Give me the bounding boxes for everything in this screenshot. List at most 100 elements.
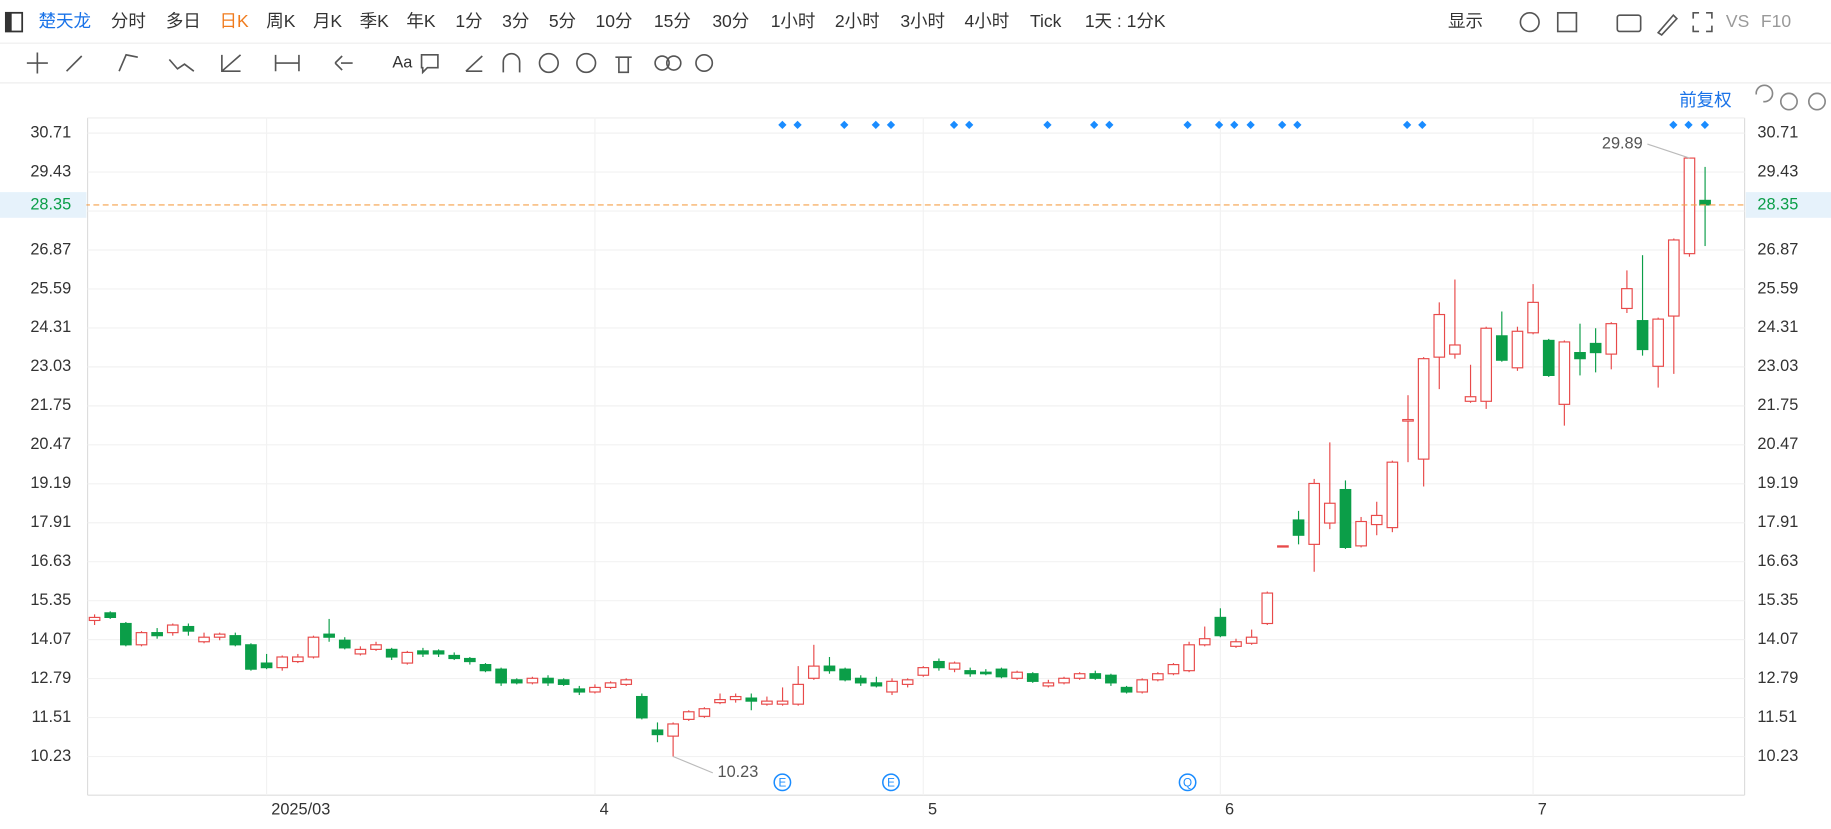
lock-tool[interactable] [538,52,559,74]
poly-tool[interactable] [118,53,138,72]
y-tick-label: 15.35 [30,591,71,609]
period-tab[interactable]: 2小时 [835,11,880,31]
candle-body [886,680,898,693]
y-tick-label-right: 19.19 [1757,474,1798,492]
compare-tool[interactable] [654,55,670,71]
candle-body [1026,673,1039,682]
y-tick-label-right: 24.31 [1757,318,1798,336]
y-tick-label-right: 11.51 [1757,708,1797,726]
extreme-leader [672,755,714,774]
adjust[interactable]: 前复权 [1679,90,1731,110]
candle-body [88,616,101,622]
line-tool[interactable] [65,55,83,72]
delete-tool[interactable] [615,56,632,74]
candle-body [151,632,163,637]
zoom-out[interactable] [1779,92,1798,111]
y-tick-label: 16.63 [30,552,71,570]
y-tick-label: 19.19 [30,474,71,492]
candle-body [1527,301,1539,334]
period-tab[interactable]: 1分 [455,11,482,31]
layout-icon[interactable] [1556,11,1578,33]
candle-body [464,657,476,663]
text-tool[interactable]: Aa [392,53,413,71]
period-tab[interactable]: 4小时 [965,11,1010,31]
settings-tool[interactable] [695,54,714,73]
settings-icon[interactable] [1519,11,1540,33]
y-tick-label: 10.23 [30,747,71,765]
display[interactable]: 显示 [1448,11,1483,31]
event-diamond [965,120,974,130]
camera-icon[interactable] [1616,14,1642,33]
candle-body [495,668,507,684]
candle-body [1589,342,1602,354]
reset-icon[interactable] [1755,84,1774,103]
period-tab[interactable]: 30分 [712,11,749,31]
candle-body [1355,520,1367,547]
period-tab[interactable]: 年K [406,11,435,31]
candle-body [1449,344,1461,355]
candle-body [1574,352,1586,360]
last-price-box [0,192,87,218]
candle-body [260,662,273,669]
period-tab[interactable]: 季K [360,11,389,31]
period-tab[interactable]: 10分 [596,11,633,31]
candle-body [1542,339,1555,377]
event-diamond [1183,120,1192,130]
candle-body [1636,320,1649,351]
measure-tool[interactable] [274,54,300,72]
period-tab[interactable]: 3小时 [900,11,945,31]
candle-body [604,682,617,689]
interval[interactable]: 1天 : 1分K [1085,11,1166,31]
move-tool[interactable] [26,52,48,74]
y-tick-label: 23.03 [30,357,71,375]
candle-body [807,665,820,679]
note-tool[interactable] [420,54,439,75]
wave-tool[interactable] [168,58,195,72]
candle-body [370,644,382,650]
y-tick-label-right: 26.87 [1757,240,1798,258]
angle-tool[interactable] [465,55,483,73]
period-tab[interactable]: 月K [313,11,342,31]
pen-icon[interactable] [1656,13,1678,37]
fullscreen-icon[interactable] [1692,11,1713,33]
y-tick-label-right: 21.75 [1757,396,1798,414]
period-tab[interactable]: 分时 [111,11,146,31]
fib-tool[interactable] [221,54,242,73]
compare-tool-2[interactable] [665,55,682,71]
candle-body [620,679,633,685]
zoom-in[interactable] [1807,92,1826,111]
period-tab[interactable]: 15分 [654,11,691,31]
magnet-tool[interactable] [502,52,521,73]
y-tick-label: 25.59 [30,279,71,297]
y-tick-label: 30.71 [30,123,71,141]
event-label: E [887,777,895,790]
y-tick-label-right: 15.35 [1757,591,1798,609]
period-tab[interactable]: 周K [266,11,295,31]
period-tab[interactable]: 5分 [549,11,576,31]
compare[interactable]: VS [1726,11,1749,31]
period-tab[interactable]: 多日 [166,11,201,31]
candle-body [839,668,851,681]
arrow-tool[interactable] [334,55,353,71]
period-tab[interactable]: 1小时 [771,11,816,31]
candle-body [542,677,554,684]
candle-body [917,667,930,676]
candle-body [354,648,367,655]
f10[interactable]: F10 [1761,11,1791,31]
candle-body [573,688,586,693]
hide-tool[interactable] [576,52,597,74]
candle-body [1386,461,1399,529]
period-tab[interactable]: Tick [1030,11,1062,31]
candle-body [1683,157,1696,255]
symbol[interactable]: 楚天龙 [39,11,92,31]
period-tab[interactable]: 日K [220,11,249,31]
candle-body [120,622,132,646]
period-tab[interactable]: 3分 [502,11,529,31]
y-tick-label: 20.47 [30,435,71,453]
y-tick-label-right: 20.47 [1757,435,1798,453]
candle-body [1605,323,1618,355]
event-diamond [949,120,959,130]
event-diamond [1090,120,1099,130]
candle-body [792,683,805,705]
candle-body [682,711,695,720]
